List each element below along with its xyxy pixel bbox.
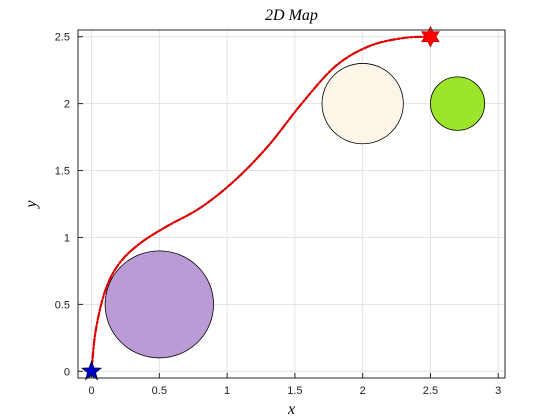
obstacles [104,63,486,359]
x-axis-label: x [287,401,295,418]
path-layer [90,35,432,373]
purple-obstacle [104,250,214,359]
x-tick-label: 0.5 [152,385,167,397]
cream-obstacle [321,63,404,145]
y-tick-label: 0.5 [55,299,70,311]
y-axis-label: y [23,200,40,210]
x-tick-label: 1 [224,385,230,397]
chart-title: 2D Map [265,7,318,24]
x-tick-label: 2 [360,385,366,397]
y-tick-label: 0 [64,366,70,378]
x-tick-label: 1.5 [287,385,302,397]
axes-box [77,29,506,379]
y-tick-label: 1.5 [55,166,70,178]
goal-marker [421,25,440,48]
path-line [90,35,432,373]
y-tick-label: 1 [64,232,70,244]
y-tick-label: 2.5 [55,32,70,44]
x-tick-label: 2.5 [423,385,438,397]
x-tick-label: 0 [88,385,94,397]
y-tick-label: 2 [64,99,70,111]
ticks: 0 0.5 1 1.5 2 2.5 3 0 0.5 1 1.5 2 2.5 [55,32,502,397]
green-obstacle [430,76,486,131]
x-tick-label: 3 [495,385,501,397]
